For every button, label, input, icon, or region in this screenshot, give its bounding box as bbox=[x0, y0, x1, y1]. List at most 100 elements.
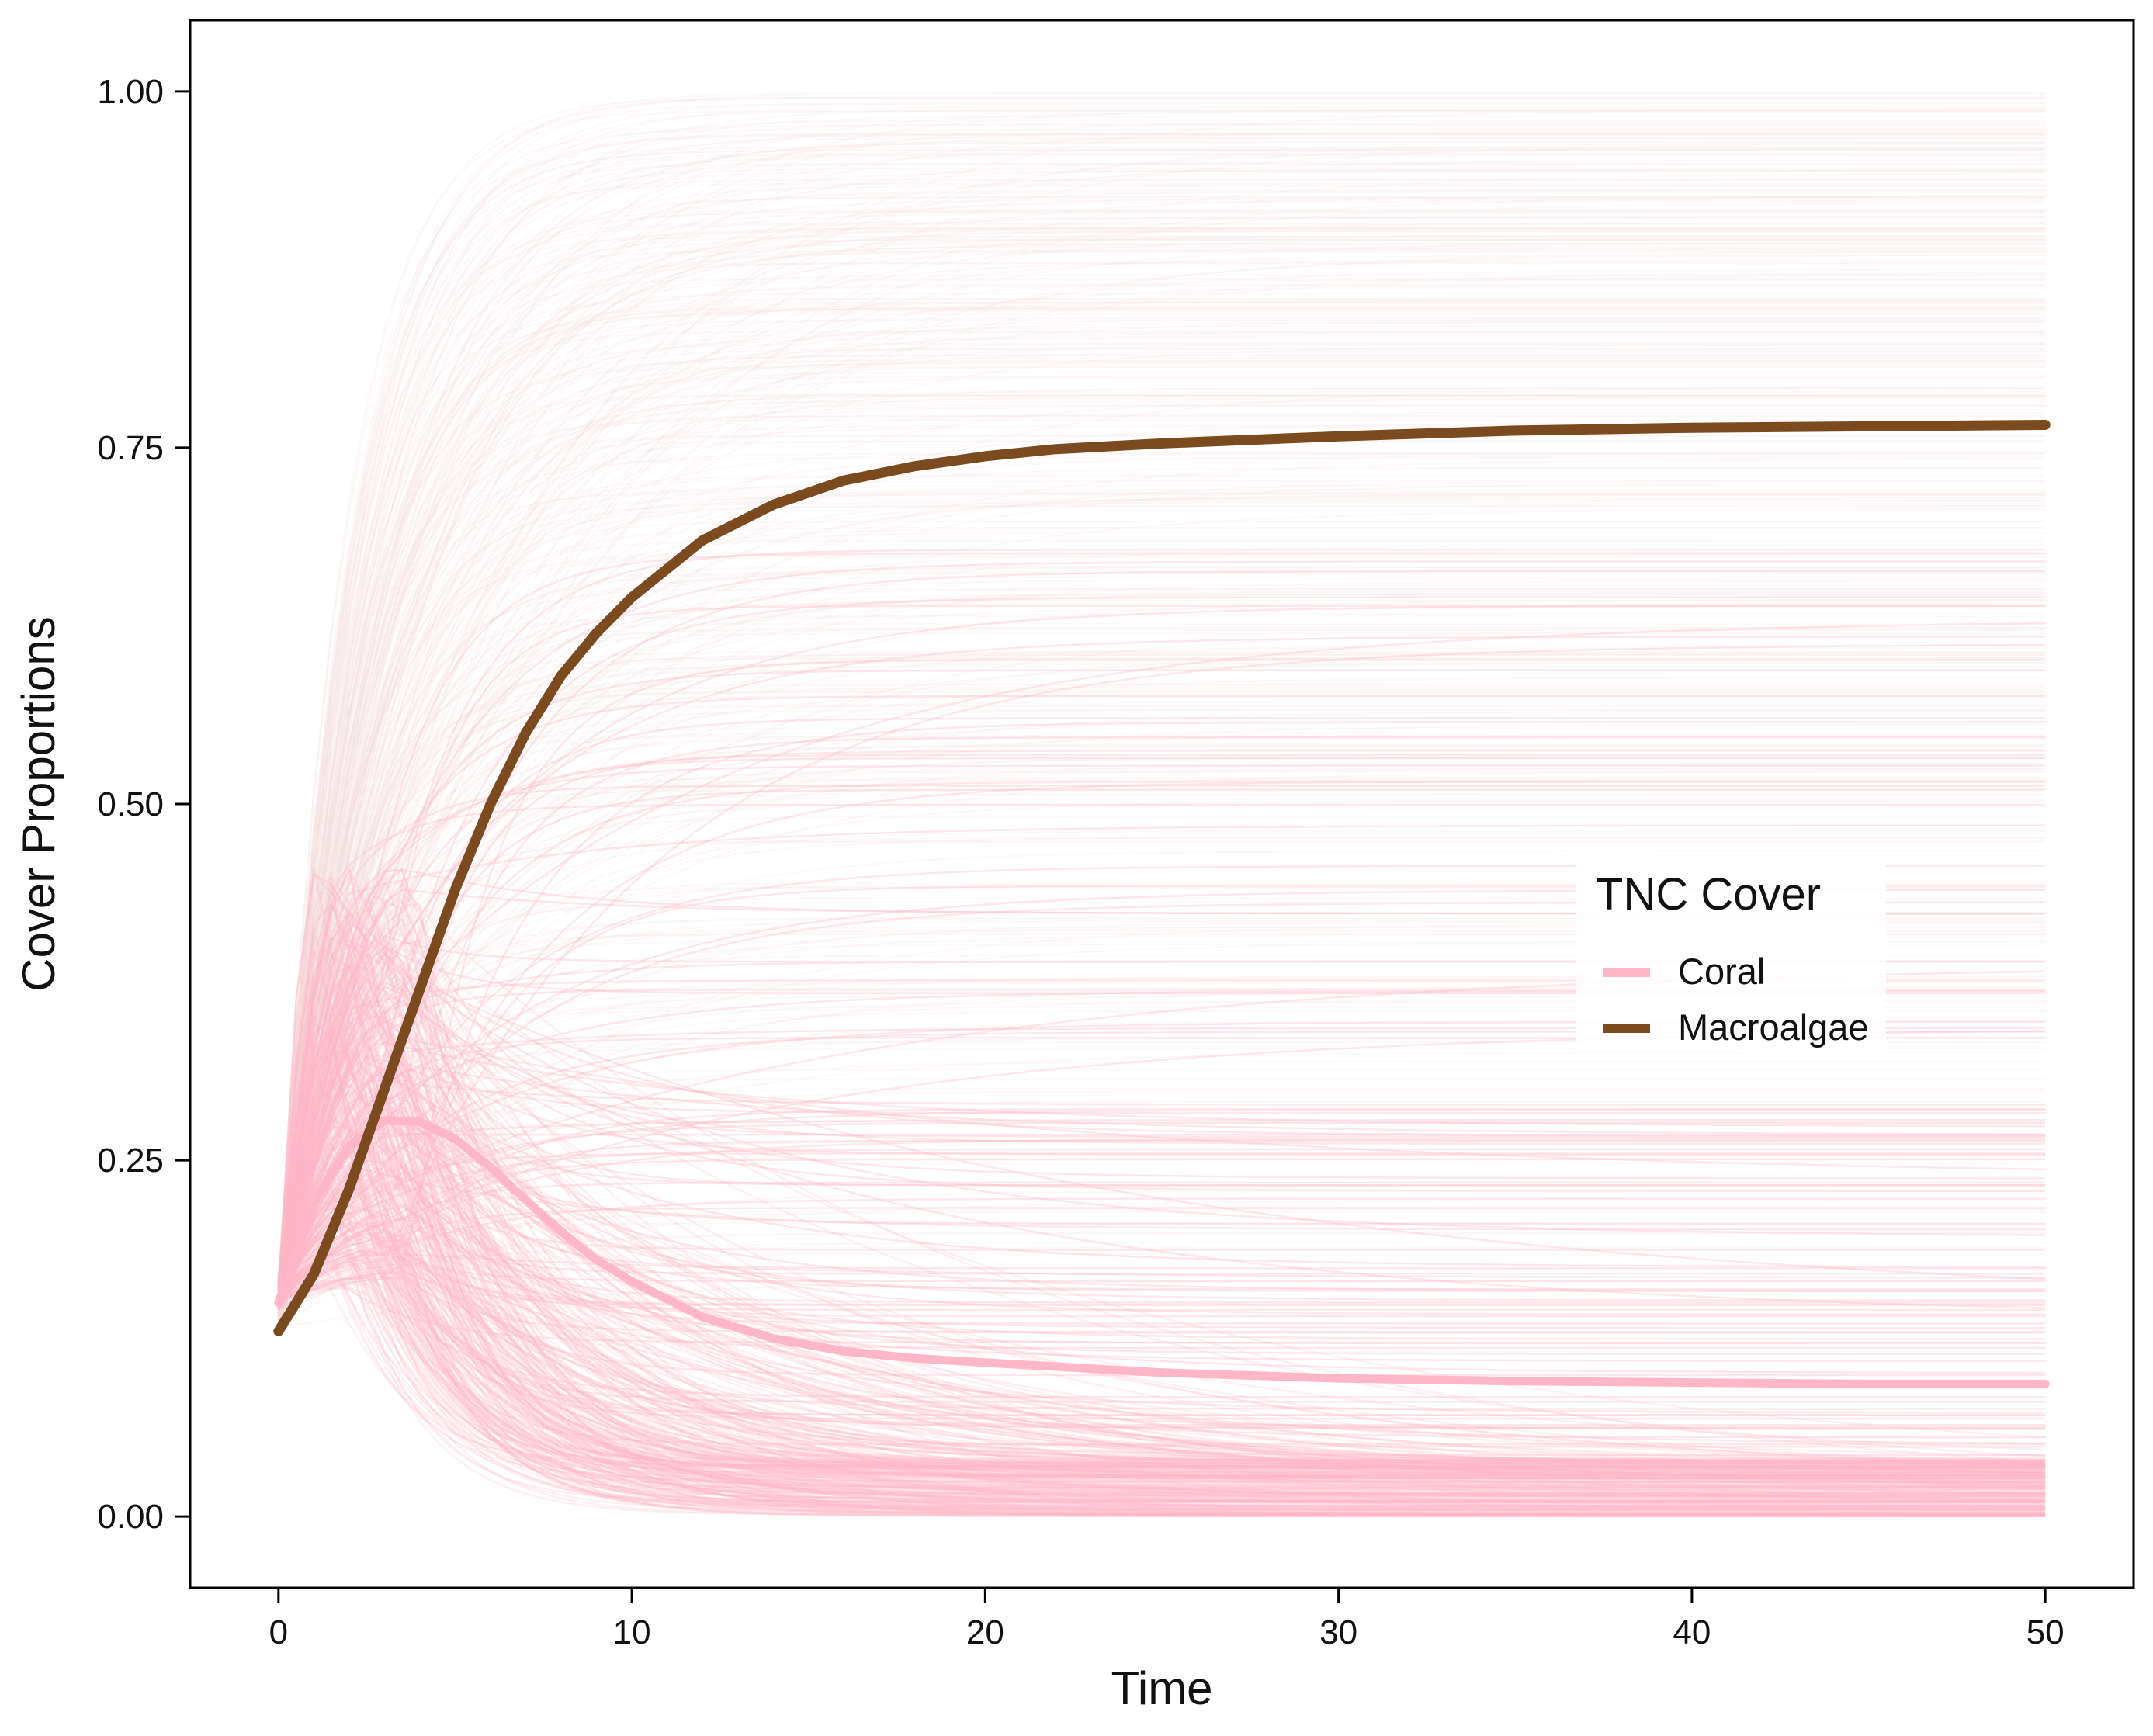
macroalgae-trajectory bbox=[277, 243, 2046, 1322]
coral-trajectory bbox=[277, 915, 2046, 1301]
coral-trajectory bbox=[277, 1163, 2046, 1511]
coral-trajectory bbox=[277, 900, 2046, 1464]
coral-trajectory bbox=[277, 867, 2046, 1325]
macroalgae-trajectory bbox=[277, 319, 2046, 1281]
coral-trajectory bbox=[277, 880, 2046, 1491]
coral-trajectory bbox=[277, 896, 2046, 1518]
macroalgae-trajectory bbox=[277, 274, 2046, 1281]
macroalgae-trajectory bbox=[277, 395, 2046, 1294]
coral-trajectory bbox=[277, 927, 2046, 1465]
macroalgae-trajectory bbox=[277, 770, 2046, 1317]
coral-trajectory bbox=[277, 1204, 2046, 1474]
macroalgae-trajectory bbox=[277, 147, 2046, 1277]
coral-trajectory bbox=[277, 1106, 2046, 1510]
coral-trajectory bbox=[277, 1093, 2046, 1517]
macroalgae-trajectory bbox=[277, 627, 2046, 1277]
macroalgae-trajectory bbox=[277, 452, 2046, 1297]
macroalgae-trajectory bbox=[277, 130, 2046, 1332]
coral-trajectory bbox=[277, 1128, 2046, 1502]
macroalgae-trajectory bbox=[277, 303, 2046, 1308]
macroalgae-trajectory bbox=[277, 120, 2046, 1328]
macroalgae-trajectory bbox=[277, 330, 2046, 1302]
macroalgae-trajectory bbox=[277, 342, 2046, 1294]
coral-trajectory bbox=[277, 996, 2046, 1504]
macroalgae-trajectory bbox=[277, 306, 2046, 1284]
macroalgae-trajectory bbox=[277, 728, 2046, 1291]
macroalgae-trajectory bbox=[277, 133, 2046, 1300]
coral-trajectory bbox=[277, 1151, 2046, 1474]
macroalgae-trajectory bbox=[277, 757, 2046, 1287]
coral-trajectory bbox=[277, 990, 2046, 1483]
macroalgae-trajectory bbox=[277, 133, 2046, 1321]
coral-trajectory bbox=[278, 1262, 2046, 1507]
macroalgae-trajectory bbox=[277, 319, 2046, 1324]
macroalgae-trajectory bbox=[277, 556, 2046, 1294]
macroalgae-trajectory bbox=[277, 331, 2046, 1314]
coral-trajectory bbox=[277, 1067, 2046, 1487]
coral-trajectory bbox=[277, 1079, 2046, 1509]
macroalgae-trajectory bbox=[277, 793, 2046, 1310]
macroalgae-trajectory bbox=[277, 599, 2046, 1303]
coral-trajectory bbox=[277, 824, 2046, 1307]
coral-trajectory bbox=[277, 1123, 2046, 1502]
coral-trajectory bbox=[277, 552, 2046, 1295]
macroalgae-trajectory bbox=[277, 474, 2046, 1301]
coral-trajectory bbox=[277, 962, 2046, 1515]
coral-trajectory bbox=[277, 1235, 2046, 1498]
coral-trajectory bbox=[277, 1083, 2046, 1510]
macroalgae-trajectory bbox=[277, 344, 2046, 1280]
macroalgae-trajectory bbox=[277, 235, 2046, 1307]
coral-trajectory bbox=[277, 925, 2046, 1504]
coral-trajectory bbox=[277, 1140, 2046, 1467]
macroalgae-trajectory bbox=[277, 651, 2046, 1301]
coral-trajectory bbox=[278, 1257, 2046, 1478]
coral-trajectory bbox=[277, 1073, 2046, 1350]
coral-trajectory bbox=[277, 1093, 2046, 1497]
coral-trajectory bbox=[277, 901, 2046, 1478]
x-tick-label: 10 bbox=[613, 1613, 651, 1651]
coral-trajectory bbox=[277, 622, 2046, 1286]
coral-trajectory bbox=[277, 1136, 2046, 1479]
coral-trajectory bbox=[277, 1066, 2046, 1474]
macroalgae-trajectory bbox=[277, 238, 2046, 1332]
coral-trajectory bbox=[277, 1102, 2046, 1476]
macroalgae-trajectory bbox=[277, 590, 2046, 1291]
coral-trajectory bbox=[277, 1216, 2046, 1495]
coral-trajectory bbox=[277, 996, 2046, 1480]
macroalgae-trajectory bbox=[277, 836, 2046, 1298]
macroalgae-trajectory bbox=[277, 93, 2046, 1294]
coral-trajectory bbox=[277, 1023, 2046, 1474]
macroalgae-trajectory bbox=[277, 735, 2046, 1276]
macroalgae-trajectory bbox=[277, 777, 2046, 1279]
y-tick-label: 0.75 bbox=[97, 429, 164, 467]
coral-trajectory bbox=[277, 1207, 2046, 1307]
macroalgae-trajectory bbox=[277, 283, 2046, 1281]
coral-trajectory bbox=[277, 1213, 2046, 1471]
coral-trajectory bbox=[277, 1173, 2046, 1503]
macroalgae-trajectory bbox=[277, 194, 2046, 1329]
coral-trajectory bbox=[277, 1091, 2046, 1506]
macroalgae-trajectory bbox=[277, 497, 2046, 1318]
coral-trajectory bbox=[277, 893, 2046, 1477]
coral-trajectory bbox=[277, 1152, 2046, 1287]
coral-trajectory bbox=[277, 1034, 2046, 1464]
coral-trajectory bbox=[277, 996, 2046, 1508]
macroalgae-trajectory bbox=[277, 376, 2046, 1331]
macroalgae-trajectory bbox=[277, 657, 2046, 1326]
coral-trajectory bbox=[277, 869, 2046, 1291]
macroalgae-trajectory bbox=[277, 798, 2046, 1287]
macroalgae-trajectory bbox=[277, 365, 2046, 1308]
coral-trajectory bbox=[277, 1102, 2046, 1495]
macroalgae-trajectory bbox=[277, 141, 2046, 1296]
coral-trajectory bbox=[278, 1263, 2046, 1488]
coral-trajectory bbox=[277, 1037, 2046, 1484]
coral-trajectory bbox=[277, 900, 2046, 1485]
coral-trajectory bbox=[277, 1181, 2046, 1301]
coral-trajectory bbox=[277, 1233, 2046, 1466]
coral-trajectory bbox=[277, 966, 2046, 1502]
macroalgae-trajectory bbox=[277, 666, 2046, 1318]
macroalgae-trajectory bbox=[277, 123, 2046, 1281]
macroalgae-trajectory bbox=[277, 272, 2046, 1294]
macroalgae-trajectory bbox=[278, 1211, 2046, 1292]
coral-trajectory bbox=[277, 964, 2046, 1316]
